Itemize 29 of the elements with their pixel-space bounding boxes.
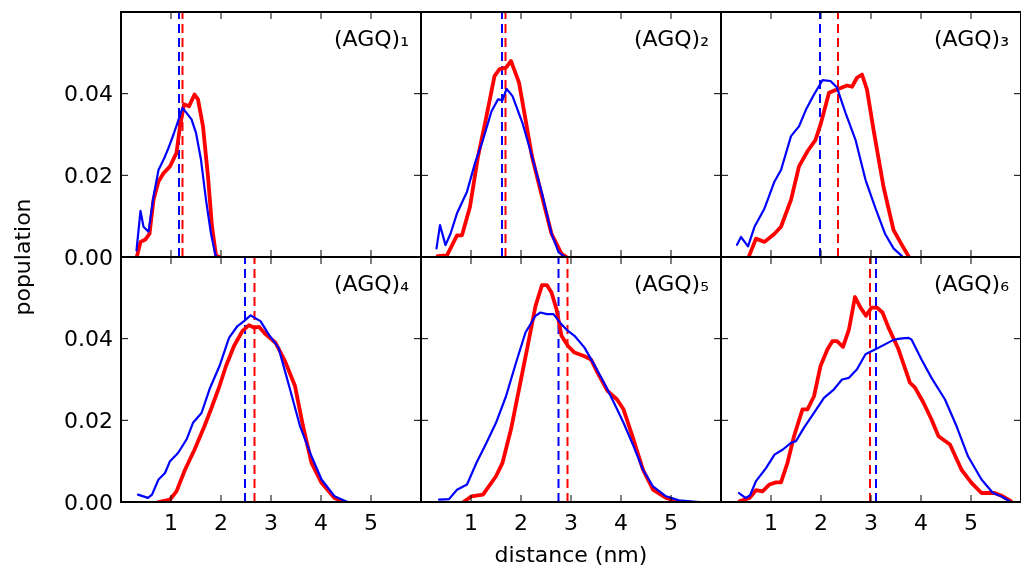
y-tick-label: 0.02: [64, 163, 113, 189]
text: (AGQ)₆: [933, 271, 1010, 296]
x-tick-label: 4: [314, 510, 328, 535]
x-tick-label: 3: [564, 510, 578, 535]
y-tick-label: 0.04: [64, 81, 113, 107]
text: (AGQ)₅: [633, 271, 709, 296]
y-tick-label: 0.00: [64, 489, 113, 515]
text: (AGQ)₄: [333, 271, 410, 296]
x-tick-label: 4: [614, 510, 628, 535]
text: (AGQ)₁: [333, 26, 409, 51]
x-tick-label: 4: [914, 510, 928, 535]
x-tick-label: 2: [814, 510, 828, 535]
y-tick-label: 0.04: [64, 326, 113, 352]
y-axis-title: population: [10, 198, 35, 316]
x-tick-label: 2: [514, 510, 528, 535]
text: (AGQ)₃: [933, 26, 1009, 51]
x-tick-label: 1: [764, 510, 778, 535]
text: (AGQ)₂: [633, 26, 709, 51]
x-tick-label: 5: [364, 510, 378, 535]
y-tick-label: 0.02: [64, 408, 113, 434]
x-tick-label: 1: [464, 510, 478, 535]
x-tick-label: 3: [864, 510, 878, 535]
x-tick-label: 1: [164, 510, 178, 535]
x-axis-title: distance (nm): [494, 542, 648, 567]
x-tick-label: 3: [264, 510, 278, 535]
x-tick-label: 5: [664, 510, 678, 535]
y-tick-label: 0.00: [64, 244, 113, 270]
x-tick-label: 5: [964, 510, 978, 535]
x-tick-label: 2: [214, 510, 228, 535]
